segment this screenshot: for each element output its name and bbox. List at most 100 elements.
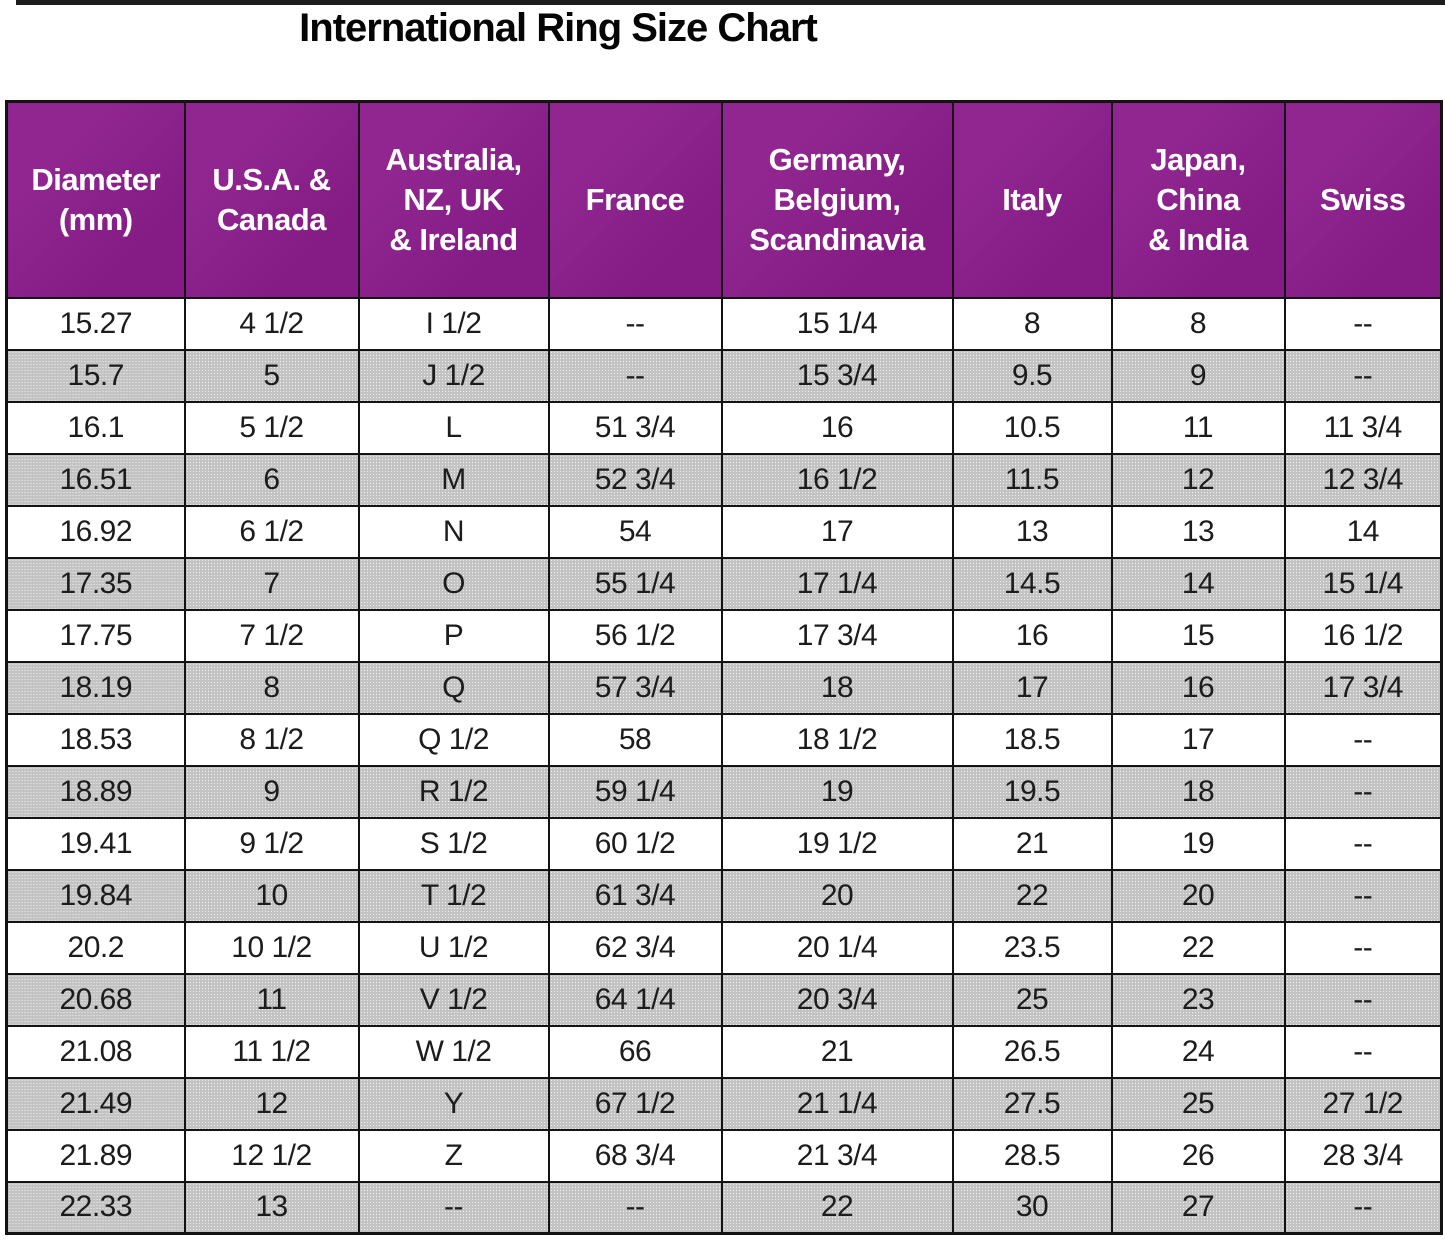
table-cell: 13 bbox=[183, 1180, 360, 1235]
table-cell: 16.51 bbox=[5, 452, 186, 507]
table-cell: 12 bbox=[183, 1076, 360, 1131]
table-cell: 21 bbox=[951, 816, 1113, 871]
table-cell: 17 bbox=[1110, 712, 1286, 767]
table-cell: 22 bbox=[1110, 920, 1286, 975]
table-cell: 7 1/2 bbox=[183, 608, 360, 663]
table-cell: 18 bbox=[720, 660, 954, 715]
column-header: Germany, Belgium, Scandinavia bbox=[720, 100, 954, 299]
table-cell: 23.5 bbox=[951, 920, 1113, 975]
table-cell: 4 1/2 bbox=[183, 296, 360, 351]
table-cell: Z bbox=[357, 1128, 550, 1183]
table-cell: 12 3/4 bbox=[1283, 452, 1443, 507]
table-cell: 14.5 bbox=[951, 556, 1113, 611]
table-cell: 16.1 bbox=[5, 400, 186, 455]
table-cell: 19 bbox=[1110, 816, 1286, 871]
table-cell: 15 3/4 bbox=[720, 348, 954, 403]
table-cell: 19.84 bbox=[5, 868, 186, 923]
table-row: 17.75 7 1/2 P 56 1/2 17 3/4 16 15 16 1/2 bbox=[5, 608, 1443, 663]
table-body: 15.27 4 1/2 I 1/2 -- 15 1/4 8 8 -- 15.7 5 J 1/2 -- 1… bbox=[5, 296, 1443, 1235]
table-cell: 16 bbox=[951, 608, 1113, 663]
table-cell: 8 1/2 bbox=[183, 712, 360, 767]
table-cell: 18.19 bbox=[5, 660, 186, 715]
table-cell: 16 1/2 bbox=[1283, 608, 1443, 663]
table-cell: -- bbox=[1283, 972, 1443, 1027]
table-cell: 8 bbox=[183, 660, 360, 715]
table-cell: 23 bbox=[1110, 972, 1286, 1027]
table-row: 19.84 10 T 1/2 61 3/4 20 22 20 -- bbox=[5, 868, 1443, 923]
table-row: 21.49 12 Y 67 1/2 21 1/4 27.5 25 27 1/2 bbox=[5, 1076, 1443, 1131]
table-cell: P bbox=[357, 608, 550, 663]
table-cell: W 1/2 bbox=[357, 1024, 550, 1079]
table-cell: 16 1/2 bbox=[720, 452, 954, 507]
table-cell: M bbox=[357, 452, 550, 507]
table-cell: 25 bbox=[951, 972, 1113, 1027]
table-cell: -- bbox=[547, 348, 723, 403]
table-cell: 54 bbox=[547, 504, 723, 559]
table-cell: 16 bbox=[720, 400, 954, 455]
table-cell: 12 bbox=[1110, 452, 1286, 507]
table-row: 21.08 11 1/2 W 1/2 66 21 26.5 24 -- bbox=[5, 1024, 1443, 1079]
table-cell: L bbox=[357, 400, 550, 455]
table-cell: 18 bbox=[1110, 764, 1286, 819]
table-cell: 10 1/2 bbox=[183, 920, 360, 975]
table-cell: 22 bbox=[720, 1180, 954, 1235]
table-cell: 15 1/4 bbox=[720, 296, 954, 351]
table-cell: 27 bbox=[1110, 1180, 1286, 1235]
table-cell: 9 bbox=[1110, 348, 1286, 403]
table-cell: 9.5 bbox=[951, 348, 1113, 403]
table-cell: 64 1/4 bbox=[547, 972, 723, 1027]
table-cell: 6 bbox=[183, 452, 360, 507]
column-header: Australia, NZ, UK & Ireland bbox=[357, 100, 550, 299]
table-cell: 21 bbox=[720, 1024, 954, 1079]
table-cell: 11 bbox=[1110, 400, 1286, 455]
table-cell: S 1/2 bbox=[357, 816, 550, 871]
table-cell: 19.41 bbox=[5, 816, 186, 871]
table-cell: 52 3/4 bbox=[547, 452, 723, 507]
table-cell: 13 bbox=[951, 504, 1113, 559]
table-cell: 61 3/4 bbox=[547, 868, 723, 923]
column-header: Japan, China & India bbox=[1110, 100, 1286, 299]
table-cell: 8 bbox=[1110, 296, 1286, 351]
table-cell: 68 3/4 bbox=[547, 1128, 723, 1183]
table-cell: 18 1/2 bbox=[720, 712, 954, 767]
table-cell: 22 bbox=[951, 868, 1113, 923]
column-header: France bbox=[547, 100, 723, 299]
table-cell: 10 bbox=[183, 868, 360, 923]
table-cell: 13 bbox=[1110, 504, 1286, 559]
table-cell: 58 bbox=[547, 712, 723, 767]
table-cell: 26.5 bbox=[951, 1024, 1113, 1079]
table-row: 22.33 13 -- -- 22 30 27 -- bbox=[5, 1180, 1443, 1235]
table-cell: Y bbox=[357, 1076, 550, 1131]
table-cell: 17 1/4 bbox=[720, 556, 954, 611]
table-cell: 19 1/2 bbox=[720, 816, 954, 871]
table-cell: 30 bbox=[951, 1180, 1113, 1235]
table-cell: 27.5 bbox=[951, 1076, 1113, 1131]
top-edge-line bbox=[16, 0, 1445, 5]
table-cell: -- bbox=[547, 1180, 723, 1235]
table-cell: O bbox=[357, 556, 550, 611]
table-cell: 26 bbox=[1110, 1128, 1286, 1183]
table-cell: 55 1/4 bbox=[547, 556, 723, 611]
table-cell: 28 3/4 bbox=[1283, 1128, 1443, 1183]
table-row: 17.35 7 O 55 1/4 17 1/4 14.5 14 15 1/4 bbox=[5, 556, 1443, 611]
table-cell: 56 1/2 bbox=[547, 608, 723, 663]
table-cell: 60 1/2 bbox=[547, 816, 723, 871]
table-cell: 66 bbox=[547, 1024, 723, 1079]
table-cell: 17 bbox=[951, 660, 1113, 715]
table-row: 16.92 6 1/2 N 54 17 13 13 14 bbox=[5, 504, 1443, 559]
table-cell: -- bbox=[1283, 712, 1443, 767]
table-cell: 19.5 bbox=[951, 764, 1113, 819]
table-cell: 15.7 bbox=[5, 348, 186, 403]
column-header: U.S.A. & Canada bbox=[183, 100, 360, 299]
table-cell: 22.33 bbox=[5, 1180, 186, 1235]
table-cell: 27 1/2 bbox=[1283, 1076, 1443, 1131]
table-cell: 20.2 bbox=[5, 920, 186, 975]
table-cell: 17 3/4 bbox=[1283, 660, 1443, 715]
table-row: 20.68 11 V 1/2 64 1/4 20 3/4 25 23 -- bbox=[5, 972, 1443, 1027]
table-cell: Q bbox=[357, 660, 550, 715]
table-cell: T 1/2 bbox=[357, 868, 550, 923]
table-cell: 67 1/2 bbox=[547, 1076, 723, 1131]
table-row: 21.89 12 1/2 Z 68 3/4 21 3/4 28.5 26 28 3/4 bbox=[5, 1128, 1443, 1183]
table-cell: 11 1/2 bbox=[183, 1024, 360, 1079]
